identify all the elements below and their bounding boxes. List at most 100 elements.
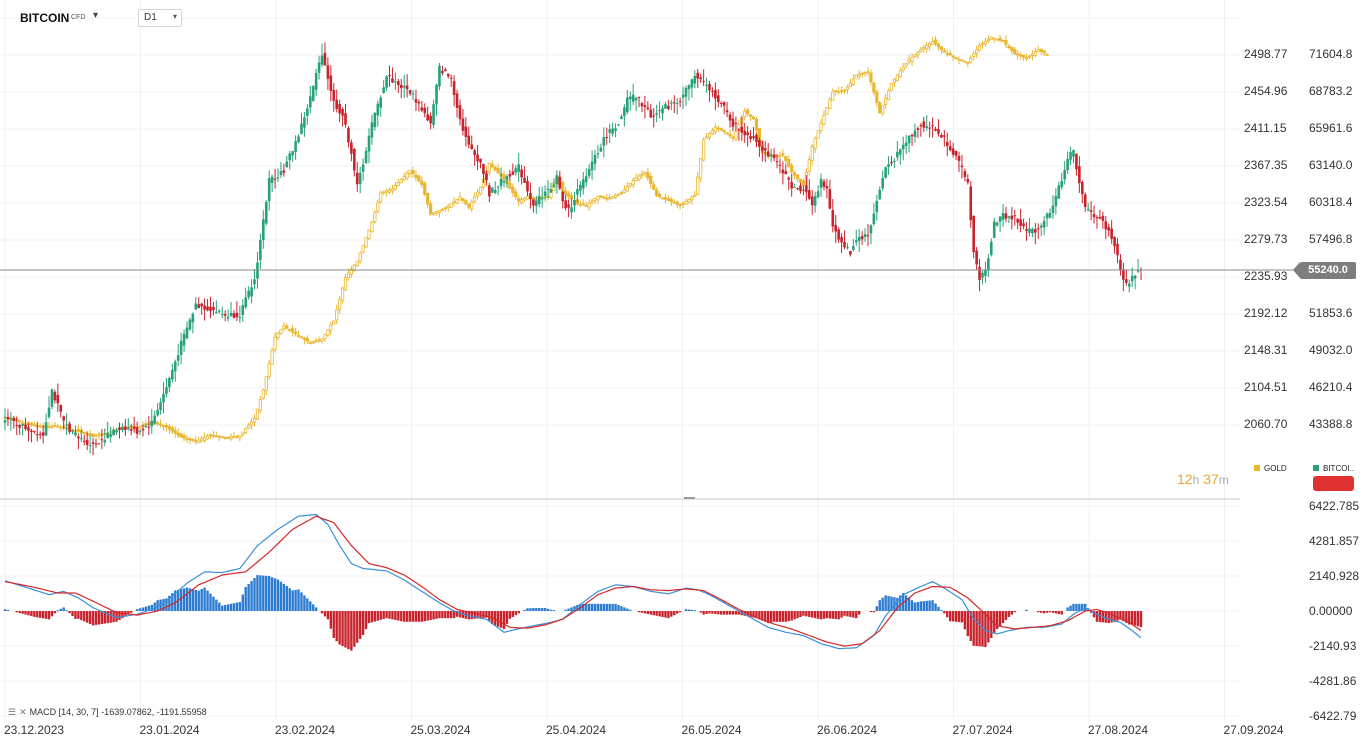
gold-candle [616, 193, 621, 196]
macd-histogram-bar [115, 610, 118, 622]
bitcoin-candle [596, 153, 600, 155]
timer-hours: 12 [1177, 471, 1193, 487]
bitcoin-candle [555, 175, 559, 184]
macd-histogram-bar [171, 593, 174, 611]
macd-histogram-bar [215, 599, 218, 611]
gold-candle [323, 333, 327, 340]
bitcoin-candle [118, 427, 121, 430]
legend-gold[interactable]: GOLD [1254, 464, 1287, 473]
gold-candle [50, 425, 54, 428]
bitcoin-candle [766, 151, 770, 157]
bitcoin-candle [3, 420, 7, 423]
bitcoin-candle [904, 142, 908, 146]
gold-candle [514, 191, 518, 198]
macd-histogram-bar [981, 610, 984, 647]
macd-histogram-bar [256, 575, 259, 611]
bitcoin-candle [661, 108, 664, 114]
macd-indicator-label[interactable]: ☰ ✕ MACD [14, 30, 7] -1639.07862, -1191.55… [8, 707, 207, 717]
left-axis-tick-label: 2279.73 [1244, 232, 1288, 246]
bitcoin-candle [62, 416, 66, 421]
gold-candle [440, 208, 444, 211]
macd-histogram-bar [358, 610, 362, 639]
gold-candle [32, 424, 36, 427]
x-axis-tick-label: 25.04.2024 [546, 723, 606, 737]
macd-histogram-bar [262, 575, 265, 611]
bitcoin-candle [1019, 219, 1022, 226]
bitcoin-candle [1086, 208, 1090, 211]
bitcoin-candle [241, 305, 245, 315]
macd-histogram-bar [975, 610, 978, 647]
gold-candle [854, 74, 858, 79]
bitcoin-candle [94, 443, 98, 445]
macd-histogram-bar [194, 589, 198, 611]
symbol-dropdown-icon[interactable]: ▾ [93, 10, 99, 21]
gold-candle [288, 329, 292, 331]
bitcoin-candle [731, 118, 735, 127]
bitcoin-candle [370, 122, 374, 138]
legend-gold-label: GOLD [1264, 464, 1287, 473]
macd-histogram-bar [646, 610, 650, 614]
macd-histogram-bar [781, 610, 785, 622]
bitcoin-candle [799, 185, 802, 192]
bitcoin-candle [843, 241, 846, 248]
macd-histogram-bar [36, 610, 39, 618]
gold-candle [622, 189, 626, 193]
close-icon[interactable]: ✕ [19, 707, 27, 717]
timeframe-select[interactable]: D1 ▾ [138, 9, 182, 27]
bitcoin-candle [972, 215, 975, 253]
macd-histogram-bar [755, 610, 758, 619]
macd-axis-tick-label: 4281.857 [1309, 534, 1359, 548]
bitcoin-candle [916, 128, 920, 130]
bitcoin-candle [708, 84, 711, 91]
macd-histogram-bar [50, 610, 54, 617]
bitcoin-candle [884, 167, 887, 178]
macd-histogram-bar [420, 610, 424, 622]
bitcoin-candle [561, 191, 565, 202]
macd-histogram-bar [587, 603, 591, 611]
bitcoin-candle [540, 198, 544, 200]
bitcoin-candle [963, 171, 967, 178]
bitcoin-candle [819, 178, 823, 188]
macd-histogram-bar [705, 610, 708, 614]
gold-candle [511, 186, 515, 194]
bitcoin-candle [646, 107, 650, 110]
macd-histogram-bar [957, 610, 961, 623]
legend-bitcoin[interactable]: BITCOI.. [1313, 464, 1354, 473]
gold-candle [942, 50, 946, 53]
bitcoin-candle [1028, 228, 1031, 233]
bitcoin-candle [341, 109, 344, 116]
left-axis-tick-label: 2411.15 [1244, 121, 1287, 135]
macd-histogram-bar [47, 610, 51, 620]
bitcoin-candle [690, 79, 694, 88]
macd-histogram-bar [802, 610, 805, 616]
macd-histogram-bar [869, 610, 873, 612]
macd-histogram-bar [943, 610, 946, 614]
bitcoin-candle [567, 204, 570, 208]
macd-histogram-bar [828, 610, 832, 619]
bitcoin-candle [699, 77, 702, 80]
gold-candle [464, 199, 468, 205]
macd-histogram-bar [485, 610, 488, 618]
bitcoin-candle [1022, 223, 1025, 227]
gold-candle [684, 201, 688, 205]
macd-histogram-bar [916, 602, 920, 611]
menu-icon[interactable]: ☰ [8, 707, 17, 717]
macd-params: [14, 30, 7] [58, 707, 99, 717]
right-axis-tick-label: 63140.0 [1309, 158, 1353, 172]
symbol-name[interactable]: BITCOIN [20, 11, 70, 25]
bitcoin-candle [807, 190, 811, 199]
macd-histogram-bar [626, 608, 629, 611]
macd-histogram-bar [1054, 610, 1058, 614]
gold-candle [643, 171, 647, 174]
bitcoin-candle [514, 168, 518, 173]
gold-candle [587, 202, 591, 208]
gold-candle [919, 49, 923, 52]
bitcoin-candle [109, 434, 112, 437]
bitcoin-candle [749, 136, 752, 139]
bitcoin-candle [276, 177, 280, 179]
bitcoin-candle [898, 149, 902, 155]
bitcoin-candle [270, 176, 274, 183]
gold-candle [790, 164, 794, 173]
gold-candle [696, 176, 700, 195]
